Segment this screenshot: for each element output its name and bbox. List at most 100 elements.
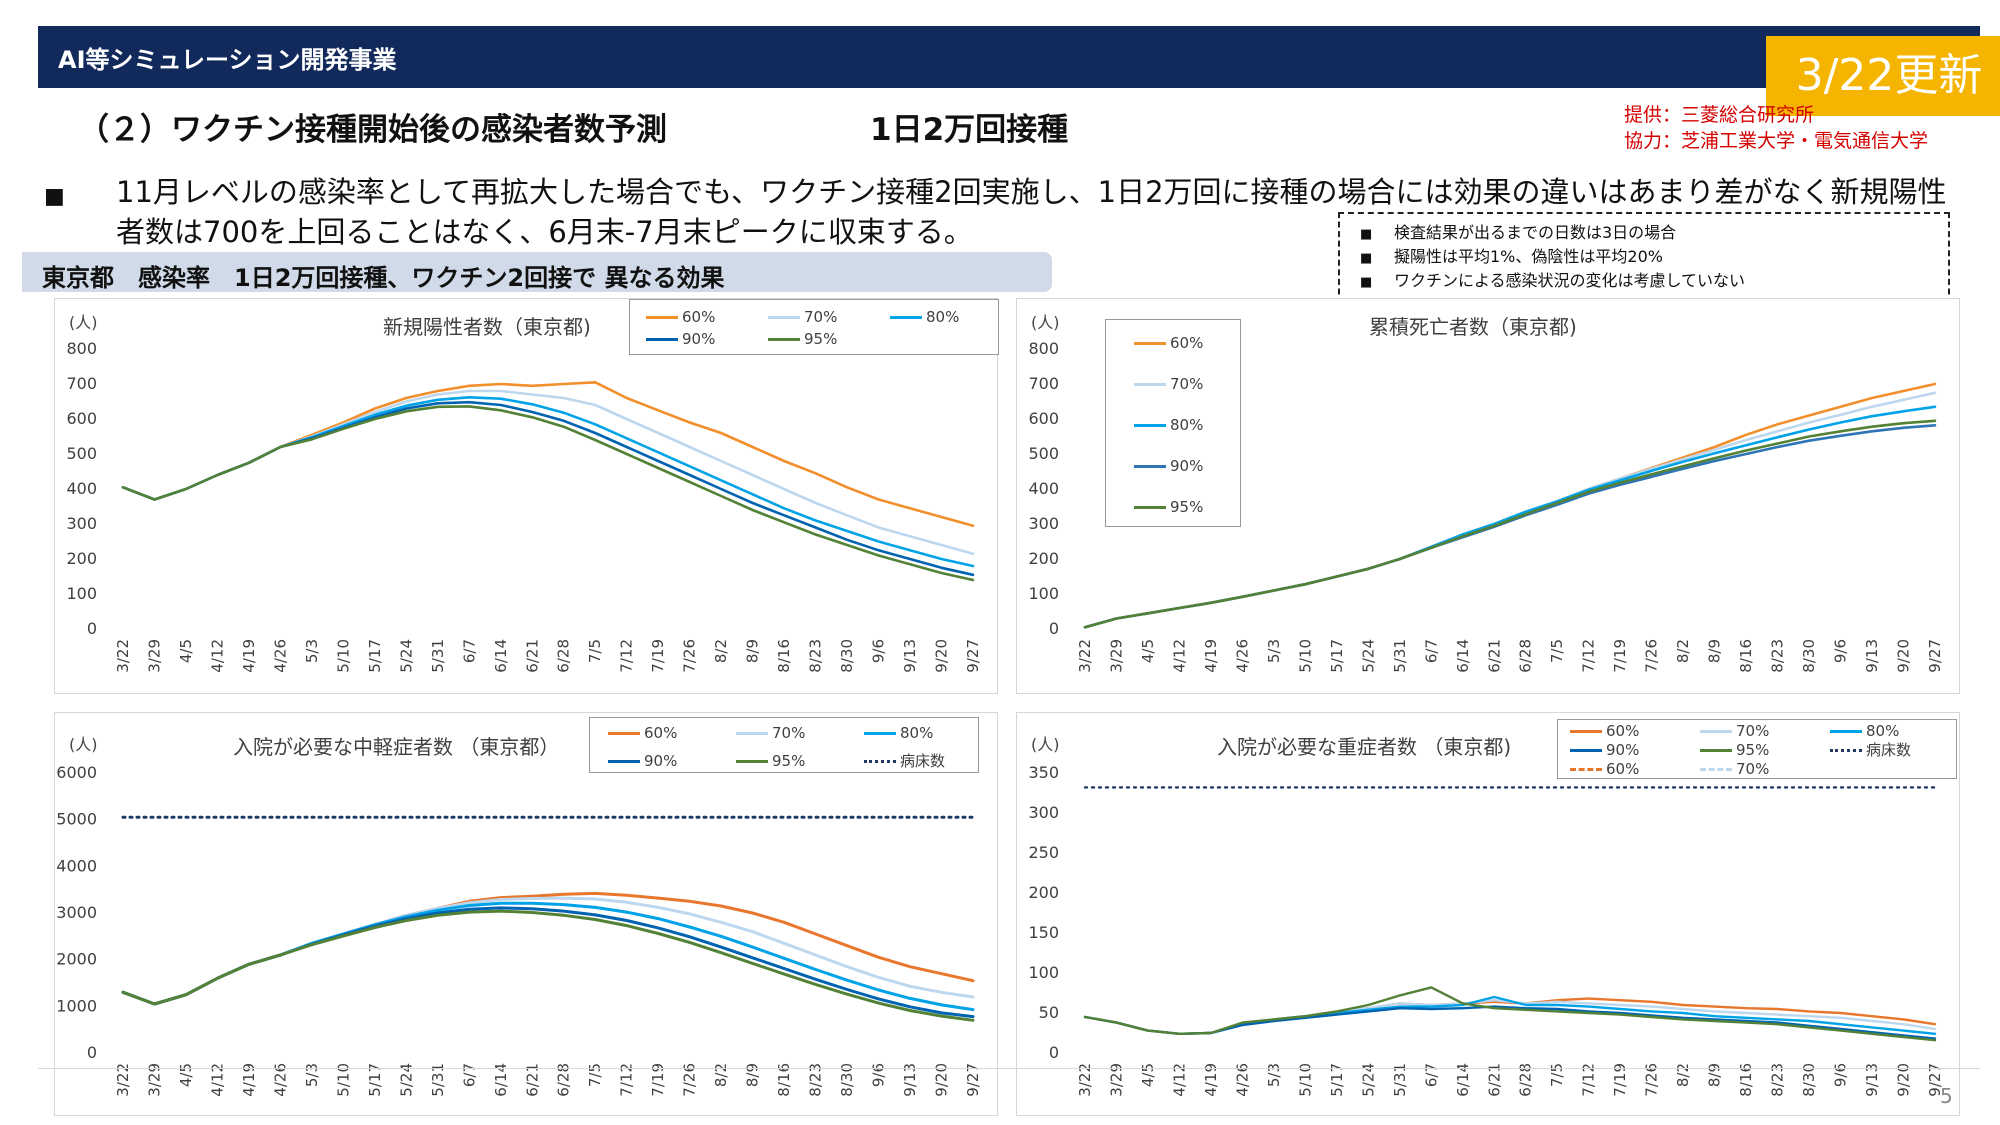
chart-new-positive-svg: 0 100 200 300 400 500 600 700 800 3/22 3/29 4/5 4/12… bbox=[66, 339, 982, 673]
chart-title: 入院が必要な中軽症者数 （東京都） bbox=[233, 735, 560, 759]
x-tick-label: 3/29 bbox=[145, 639, 163, 673]
legend-label: 95% bbox=[1170, 498, 1204, 516]
x-tick-label: 3/29 bbox=[1107, 1063, 1125, 1097]
x-tick-label: 8/30 bbox=[838, 639, 856, 673]
chart-moderate-inpatients-svg: 0 1000 2000 3000 4000 5000 6000 3/22 3/29 4/5 4/12… bbox=[56, 763, 982, 1097]
x-tick-label: 4/12 bbox=[208, 639, 226, 673]
x-tick-label: 5/17 bbox=[1328, 639, 1346, 673]
legend-swatch bbox=[646, 316, 678, 319]
x-tick-label: 8/23 bbox=[1769, 639, 1787, 673]
legend-swatch bbox=[890, 316, 922, 319]
note-text: ワクチンによる感染状況の変化は考慮していない bbox=[1394, 271, 1746, 290]
legend-swatch bbox=[1570, 749, 1602, 752]
x-tick-label: 3/29 bbox=[1107, 639, 1125, 673]
legend-label: 90% bbox=[644, 752, 678, 770]
chart-cumulative-deaths-svg: 0 100 200 300 400 500 600 700 800 3/22 3/29 4/5 4/12… bbox=[1028, 339, 1944, 673]
x-tick-label: 7/19 bbox=[1611, 639, 1629, 673]
y-tick-label: 0 bbox=[87, 1043, 97, 1062]
legend-label: 70% bbox=[1170, 375, 1204, 393]
series-line bbox=[121, 906, 975, 1019]
legend-swatch bbox=[608, 732, 640, 735]
x-tick-label: 9/13 bbox=[1863, 639, 1881, 673]
x-tick-label: 5/17 bbox=[1328, 1063, 1346, 1097]
y-tick-label: 1000 bbox=[56, 996, 97, 1015]
x-tick-label: 9/20 bbox=[933, 1063, 951, 1097]
x-tick-label: 3/29 bbox=[145, 1063, 163, 1097]
legend-label: 60% bbox=[1606, 722, 1640, 740]
x-tick-label: 8/9 bbox=[1706, 1063, 1724, 1087]
y-tick-label: 350 bbox=[1028, 763, 1059, 782]
x-tick-label: 5/24 bbox=[397, 639, 415, 673]
header-title: AI等シミュレーション開発事業 bbox=[58, 46, 397, 74]
update-badge: 3/22更新 bbox=[1766, 36, 2000, 116]
chart-legend: 60% 70% 80% 90% 95% 病床数 bbox=[589, 717, 979, 773]
x-tick-label: 5/3 bbox=[1265, 1063, 1283, 1087]
x-tick-label: 7/5 bbox=[586, 1063, 604, 1087]
y-tick-label: 400 bbox=[66, 479, 97, 498]
series-line bbox=[121, 909, 975, 1022]
chart-unit: (人) bbox=[69, 313, 98, 332]
x-tick-label: 4/5 bbox=[177, 1063, 195, 1087]
chart-unit: (人) bbox=[69, 735, 98, 754]
chart-new-positive: 0 100 200 300 400 500 600 700 800 3/22 3/29 4/5 4/12… bbox=[54, 298, 999, 694]
x-tick-label: 3/22 bbox=[114, 1063, 132, 1097]
y-tick-label: 300 bbox=[1028, 803, 1059, 822]
legend-label: 95% bbox=[772, 752, 806, 770]
x-tick-label: 6/21 bbox=[523, 1063, 541, 1097]
x-tick-label: 6/14 bbox=[492, 1063, 510, 1097]
x-tick-label: 5/31 bbox=[1391, 639, 1409, 673]
series-line bbox=[121, 400, 975, 577]
x-tick-label: 3/22 bbox=[114, 639, 132, 673]
legend-label: 90% bbox=[1606, 741, 1640, 759]
y-tick-label: 0 bbox=[87, 619, 97, 638]
legend-swatch bbox=[1570, 730, 1602, 733]
x-tick-label: 8/9 bbox=[744, 639, 762, 663]
y-tick-label: 0 bbox=[1049, 1043, 1059, 1062]
x-tick-label: 8/23 bbox=[807, 639, 825, 673]
legend-label: 60% bbox=[682, 308, 716, 326]
legend-label: 80% bbox=[1866, 722, 1900, 740]
legend-label: 80% bbox=[926, 308, 960, 326]
y-tick-label: 800 bbox=[1028, 339, 1059, 358]
legend-label: 80% bbox=[1170, 416, 1204, 434]
legend-label: 90% bbox=[682, 330, 716, 348]
y-tick-label: 100 bbox=[66, 584, 97, 603]
x-tick-label: 5/10 bbox=[1296, 1063, 1314, 1097]
legend-label: 95% bbox=[1736, 741, 1770, 759]
x-tick-label: 7/12 bbox=[1580, 1063, 1598, 1097]
x-tick-label: 4/19 bbox=[240, 1063, 258, 1097]
legend-swatch bbox=[736, 760, 768, 763]
legend-swatch bbox=[1570, 768, 1602, 771]
x-tick-label: 4/12 bbox=[1170, 639, 1188, 673]
provider-credit: 提供：三菱総合研究所 bbox=[1624, 104, 1815, 126]
x-tick-label: 9/27 bbox=[1926, 1063, 1944, 1097]
x-tick-label: 4/19 bbox=[1202, 1063, 1220, 1097]
legend-swatch bbox=[736, 732, 768, 735]
legend-label: 60% bbox=[644, 724, 678, 742]
x-tick-label: 6/7 bbox=[1422, 1063, 1440, 1087]
x-tick-label: 7/5 bbox=[586, 639, 604, 663]
legend-swatch bbox=[1830, 749, 1862, 752]
legend-swatch bbox=[1134, 342, 1166, 345]
legend-label: 病床数 bbox=[1866, 741, 1912, 759]
x-tick-label: 9/20 bbox=[1895, 1063, 1913, 1097]
x-tick-label: 8/30 bbox=[838, 1063, 856, 1097]
x-tick-label: 3/22 bbox=[1076, 639, 1094, 673]
chart-title: 入院が必要な重症者数 （東京都) bbox=[1217, 735, 1512, 759]
x-tick-label: 5/24 bbox=[1359, 639, 1377, 673]
legend-swatch bbox=[1134, 506, 1166, 509]
legend-label: 70% bbox=[804, 308, 838, 326]
legend-label: 80% bbox=[900, 724, 934, 742]
x-tick-label: 7/5 bbox=[1548, 639, 1566, 663]
y-tick-label: 500 bbox=[1028, 444, 1059, 463]
x-tick-label: 6/21 bbox=[1485, 1063, 1503, 1097]
x-tick-label: 7/19 bbox=[1611, 1063, 1629, 1097]
x-tick-label: 8/2 bbox=[712, 1063, 730, 1087]
chart-title: 累積死亡者数（東京都) bbox=[1369, 315, 1577, 339]
chart-legend: 60% 70% 80% 90% 95% 病床数 60% 70% bbox=[1557, 719, 1957, 779]
chart-moderate-inpatients: 0 1000 2000 3000 4000 5000 6000 3/22 3/29 4/5 4/12… bbox=[54, 712, 998, 1116]
y-tick-label: 150 bbox=[1028, 923, 1059, 942]
x-tick-label: 6/14 bbox=[1454, 639, 1472, 673]
legend-swatch bbox=[768, 338, 800, 341]
x-tick-label: 8/16 bbox=[775, 1063, 793, 1097]
